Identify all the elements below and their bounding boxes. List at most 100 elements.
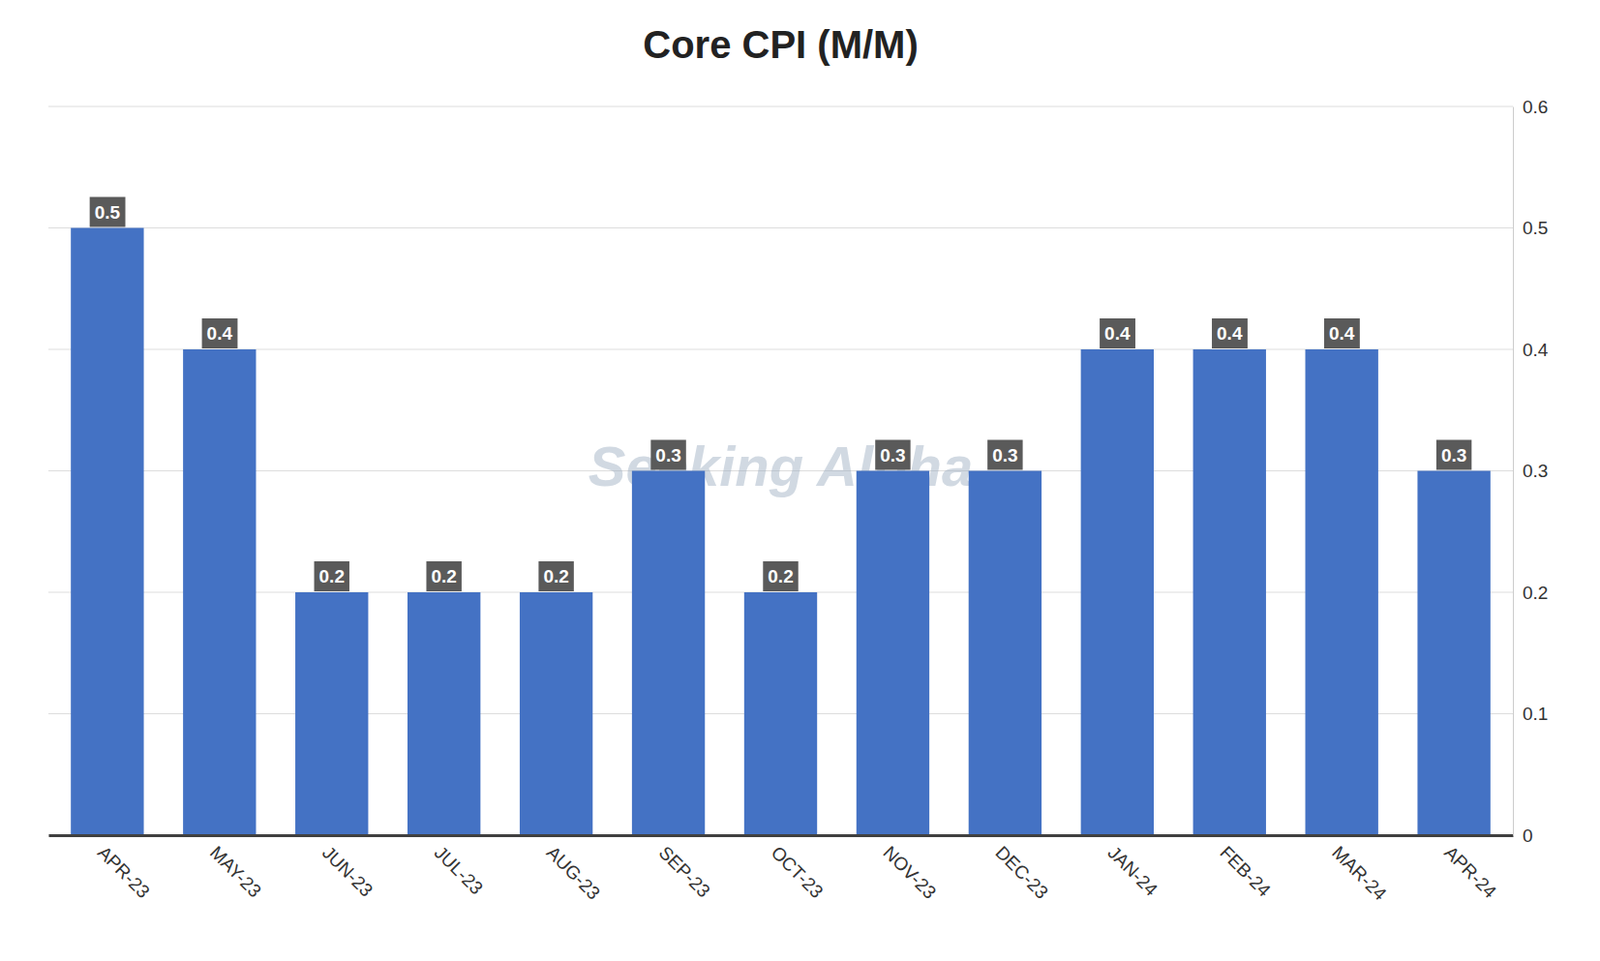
data-label-box <box>1436 440 1472 471</box>
data-label-box <box>1211 318 1248 349</box>
x-tick-label: JUN-23 <box>318 842 377 901</box>
x-tick-label: APR-24 <box>1440 842 1501 903</box>
x-tick: MAY-23 <box>206 835 266 902</box>
bar <box>632 471 705 837</box>
data-label-box <box>314 561 350 592</box>
data-label: 0.4 <box>1328 323 1356 344</box>
x-tick: JAN-24 <box>1103 835 1162 901</box>
data-label-group: 0.3 <box>650 440 686 471</box>
data-label-group: 0.2 <box>314 561 350 592</box>
x-tick-label: AUG-23 <box>543 842 604 904</box>
grid-line <box>48 227 1513 229</box>
data-label: 0.2 <box>319 566 345 587</box>
x-axis-line <box>49 834 1514 838</box>
chart: Seeking AlphaAPR-23MAY-23JUN-23JUL-23AUG… <box>0 0 1600 961</box>
data-label: 0.4 <box>1216 323 1243 344</box>
x-axis: APR-23 MAY-23 JUN-23 JUL-23 AUG-23 SEP-23 OCT-… <box>49 835 1514 906</box>
x-tick-label: SEP-23 <box>655 842 715 902</box>
data-label-group: 0.4 <box>1211 318 1248 349</box>
bar <box>182 349 256 836</box>
x-tick-label: DEC-23 <box>991 842 1053 904</box>
bar <box>1081 349 1154 836</box>
bar <box>856 471 930 837</box>
grid-line <box>48 470 1513 472</box>
x-tick-label: FEB-24 <box>1215 842 1275 902</box>
data-label-group: 0.4 <box>1324 318 1360 349</box>
data-label: 0.3 <box>879 445 906 466</box>
data-labels: 0.5 0.4 0.2 0.2 0.2 0.3 0.2 0.3 0.3 0.4 0.4 0.4 0.3 <box>90 197 1473 593</box>
y-tick-label: 0.6 <box>1522 96 1548 118</box>
data-label: 0.4 <box>1104 323 1131 344</box>
data-label: 0.2 <box>430 566 456 587</box>
bar <box>968 471 1042 837</box>
bar <box>744 592 817 836</box>
grid <box>48 106 1513 836</box>
data-label: 0.3 <box>992 445 1018 466</box>
y-tick: 0 <box>1512 825 1534 846</box>
data-label: 0.2 <box>767 566 793 587</box>
x-tick-label: MAR-24 <box>1328 842 1390 905</box>
bars <box>70 228 1491 837</box>
plot: Seeking AlphaAPR-23MAY-23JUN-23JUL-23AUG… <box>48 96 1549 906</box>
x-tick-label: APR-23 <box>93 842 154 903</box>
data-label-box <box>1324 318 1360 349</box>
y-tick: 0.5 <box>1512 217 1548 239</box>
data-label-group: 0.3 <box>1436 440 1472 471</box>
bar <box>1305 349 1379 836</box>
title: Core CPI (M/M) <box>642 23 918 66</box>
data-label-group: 0.4 <box>1099 318 1136 349</box>
data-label-box <box>538 561 574 592</box>
y-tick-label: 0.1 <box>1522 703 1548 725</box>
y-tick: 0.3 <box>1512 460 1548 482</box>
y-tick: 0.4 <box>1512 339 1549 361</box>
data-label: 0.5 <box>94 202 121 223</box>
data-label-group: 0.5 <box>90 197 126 228</box>
x-tick-label: OCT-23 <box>767 842 828 903</box>
x-tick: OCT-23 <box>767 835 828 903</box>
bar <box>407 592 481 836</box>
x-tick: AUG-23 <box>543 835 604 905</box>
x-tick: APR-24 <box>1440 835 1501 903</box>
y-tick-label: 0 <box>1522 825 1534 846</box>
data-label-group: 0.2 <box>425 561 461 592</box>
x-tick-label: JAN-24 <box>1103 842 1162 901</box>
data-label-group: 0.2 <box>538 561 574 592</box>
bar <box>1193 349 1267 836</box>
bar <box>295 592 368 836</box>
data-label-group: 0.3 <box>987 440 1023 471</box>
data-label-group: 0.2 <box>762 561 798 592</box>
data-label-box <box>875 440 910 471</box>
x-tick: FEB-24 <box>1215 835 1275 902</box>
y-tick: 0.1 <box>1512 703 1548 725</box>
grid-line <box>48 349 1513 351</box>
data-label: 0.2 <box>543 566 569 587</box>
data-label-box <box>425 561 461 592</box>
data-label-box <box>987 440 1023 471</box>
data-label-box <box>90 197 126 228</box>
x-tick-label: MAY-23 <box>206 842 266 902</box>
y-tick-label: 0.3 <box>1522 460 1548 482</box>
data-label-group: 0.4 <box>202 318 239 349</box>
x-tick: APR-23 <box>93 835 154 903</box>
data-label: 0.3 <box>655 445 681 466</box>
data-label-box <box>202 318 239 349</box>
x-tick: SEP-23 <box>655 835 715 902</box>
x-tick-label: JUL-23 <box>430 842 487 899</box>
y-tick: 0.6 <box>1512 96 1548 118</box>
y-axis: 0 0.1 0.2 0.3 0.4 0.5 0.6 <box>1512 96 1549 846</box>
grid-line <box>48 835 1513 837</box>
data-label: 0.4 <box>207 323 234 344</box>
x-tick-label: NOV-23 <box>879 842 941 904</box>
x-tick: JUL-23 <box>430 835 487 899</box>
data-label-box <box>650 440 686 471</box>
bar <box>1417 471 1490 837</box>
x-tick: JUN-23 <box>318 835 377 902</box>
x-tick: MAR-24 <box>1328 835 1390 906</box>
data-label-box <box>1099 318 1136 349</box>
data-label: 0.3 <box>1441 445 1467 466</box>
data-label-box <box>762 561 798 592</box>
y-tick-label: 0.4 <box>1522 339 1549 361</box>
x-tick: DEC-23 <box>991 835 1053 904</box>
y-tick-label: 0.2 <box>1522 582 1548 604</box>
bar <box>70 228 144 837</box>
